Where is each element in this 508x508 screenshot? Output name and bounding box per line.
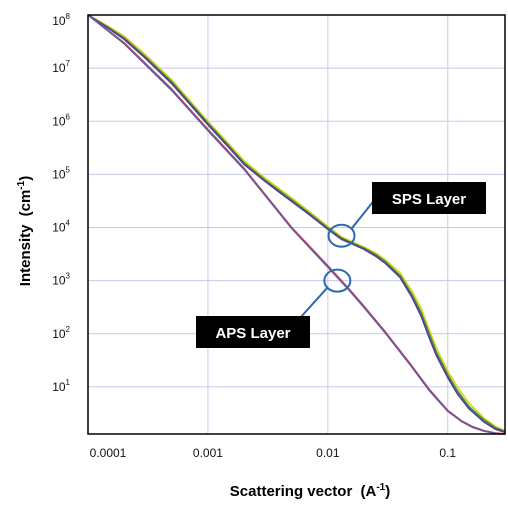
y-axis-unit-exp: -1	[16, 180, 27, 189]
x-tick-label: 0.001	[193, 446, 223, 460]
series-line-5	[87, 14, 506, 435]
annotation-label: APS Layer	[215, 325, 290, 342]
annotation-connector	[350, 197, 377, 230]
annotation-connector	[299, 286, 329, 319]
annotation-box	[196, 316, 310, 348]
annotation-ellipse	[323, 268, 352, 293]
y-tick-label: 107	[52, 59, 70, 75]
data-series	[87, 14, 506, 435]
x-axis-unit-base: (A	[360, 483, 376, 500]
y-axis-unit-base: (cm	[17, 190, 34, 217]
plot-frame	[87, 14, 506, 435]
grid-lines	[88, 15, 505, 434]
y-tick-label: 108	[52, 12, 70, 28]
y-tick-label: 101	[52, 378, 70, 394]
series-line-3	[87, 14, 506, 434]
y-tick-label: 102	[52, 325, 70, 341]
series-line-2	[87, 14, 506, 433]
y-tick-label: 104	[52, 219, 70, 235]
y-tick-label: 105	[52, 165, 70, 181]
annotation-ellipse	[327, 223, 356, 248]
series-line-4	[87, 14, 506, 435]
x-axis-unit-exp: -1	[376, 482, 385, 493]
y-tick-labels: 108 107 106 105 104 103 102 101	[52, 12, 70, 394]
x-tick-label: 0.0001	[90, 446, 127, 460]
x-axis-label-text: Scattering vector	[230, 483, 353, 500]
y-axis-title: Intensity (cm-1)	[16, 176, 34, 286]
annotation-label: SPS Layer	[392, 191, 466, 208]
y-axis-label-text: Intensity	[17, 224, 34, 286]
annotations: SPS Layer APS Layer	[196, 182, 486, 348]
annotation-box	[372, 182, 486, 214]
x-axis-unit-close: )	[385, 483, 390, 500]
x-tick-label: 0.1	[439, 446, 456, 460]
series-line-1	[87, 14, 506, 432]
x-tick-label: 0.01	[316, 446, 340, 460]
y-tick-label: 103	[52, 272, 70, 288]
x-tick-labels: 0.0001 0.001 0.01 0.1	[90, 446, 457, 460]
x-axis-title: Scattering vector (A-1)	[230, 482, 390, 500]
y-tick-label: 106	[52, 112, 70, 128]
y-axis-unit-close: )	[17, 176, 34, 181]
